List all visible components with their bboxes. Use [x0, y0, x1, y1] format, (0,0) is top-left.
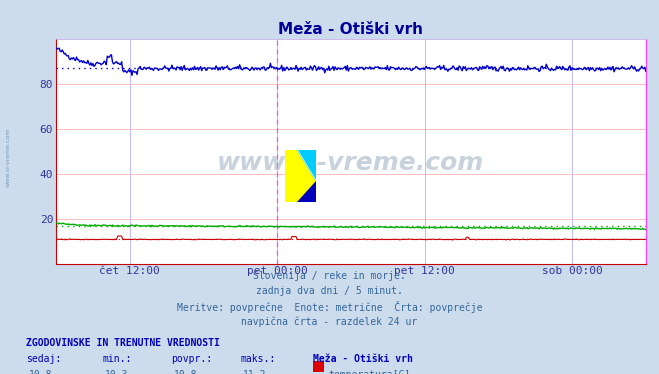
Text: maks.:: maks.: [241, 354, 275, 364]
Text: www.si-vreme.com: www.si-vreme.com [5, 127, 11, 187]
Text: ZGODOVINSKE IN TRENUTNE VREDNOSTI: ZGODOVINSKE IN TRENUTNE VREDNOSTI [26, 338, 220, 349]
Title: Meža - Otiški vrh: Meža - Otiški vrh [278, 22, 424, 37]
Text: Meža - Otiški vrh: Meža - Otiški vrh [313, 354, 413, 364]
Text: temperatura[C]: temperatura[C] [328, 370, 411, 374]
Text: sedaj:: sedaj: [26, 354, 61, 364]
Text: Meritve: povprečne  Enote: metrične  Črta: povprečje: Meritve: povprečne Enote: metrične Črta:… [177, 301, 482, 313]
Text: min.:: min.: [102, 354, 132, 364]
Polygon shape [297, 181, 316, 202]
Text: Slovenija / reke in morje.: Slovenija / reke in morje. [253, 271, 406, 281]
Text: 10,8: 10,8 [29, 370, 53, 374]
Text: 10,3: 10,3 [105, 370, 129, 374]
Polygon shape [297, 150, 316, 181]
Text: www.si-vreme.com: www.si-vreme.com [217, 151, 484, 175]
Text: zadnja dva dni / 5 minut.: zadnja dva dni / 5 minut. [256, 286, 403, 296]
Text: navpična črta - razdelek 24 ur: navpična črta - razdelek 24 ur [241, 316, 418, 327]
Text: 11,2: 11,2 [243, 370, 267, 374]
Text: 10,8: 10,8 [174, 370, 198, 374]
Text: povpr.:: povpr.: [171, 354, 212, 364]
